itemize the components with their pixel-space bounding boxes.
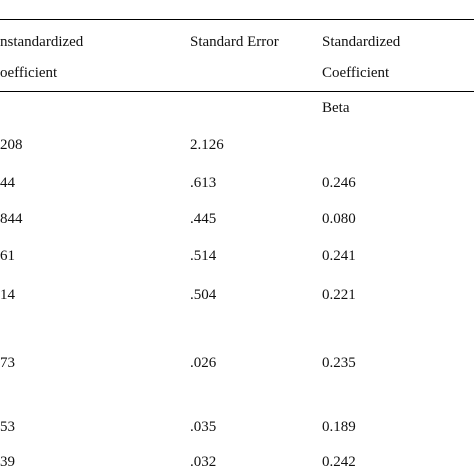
table-cell-standard-error: .514 xyxy=(190,248,217,264)
table-cell-unstandardized: 844 xyxy=(0,211,23,227)
header-standardized-line2: Coefficient xyxy=(322,65,390,81)
table-cell-unstandardized: 73 xyxy=(0,355,15,371)
top-rule xyxy=(0,19,474,20)
table-cell-beta: 0.235 xyxy=(322,355,356,371)
table-cell-standard-error: .504 xyxy=(190,287,217,303)
table-cell-standard-error: .026 xyxy=(190,355,217,371)
table-cell-beta: 0.242 xyxy=(322,454,356,470)
table-cell-standard-error: .613 xyxy=(190,175,217,191)
table-cell-beta: 0.241 xyxy=(322,248,356,264)
table-cell-standard-error: 2.126 xyxy=(190,137,224,153)
header-unstandardized-line2: oefficient xyxy=(0,65,58,81)
header-beta: Beta xyxy=(322,100,350,116)
table-cell-unstandardized: 39 xyxy=(0,454,15,470)
table-cell-standard-error: .032 xyxy=(190,454,217,470)
table-cell-unstandardized: 61 xyxy=(0,248,15,264)
table-cell-beta: 0.221 xyxy=(322,287,356,303)
table-cell-unstandardized: 44 xyxy=(0,175,15,191)
table-cell-unstandardized: 53 xyxy=(0,419,15,435)
table-cell-beta: 0.080 xyxy=(322,211,356,227)
table-cell-unstandardized: 208 xyxy=(0,137,23,153)
header-standardized-line1: Standardized xyxy=(322,34,401,50)
table-cell-unstandardized: 14 xyxy=(0,287,15,303)
table-cell-standard-error: .035 xyxy=(190,419,217,435)
table-cell-standard-error: .445 xyxy=(190,211,217,227)
header-rule xyxy=(0,91,474,92)
header-standard-error: Standard Error xyxy=(190,34,279,50)
table-cell-beta: 0.189 xyxy=(322,419,356,435)
header-unstandardized-line1: nstandardized xyxy=(0,34,84,50)
table-cell-beta: 0.246 xyxy=(322,175,356,191)
